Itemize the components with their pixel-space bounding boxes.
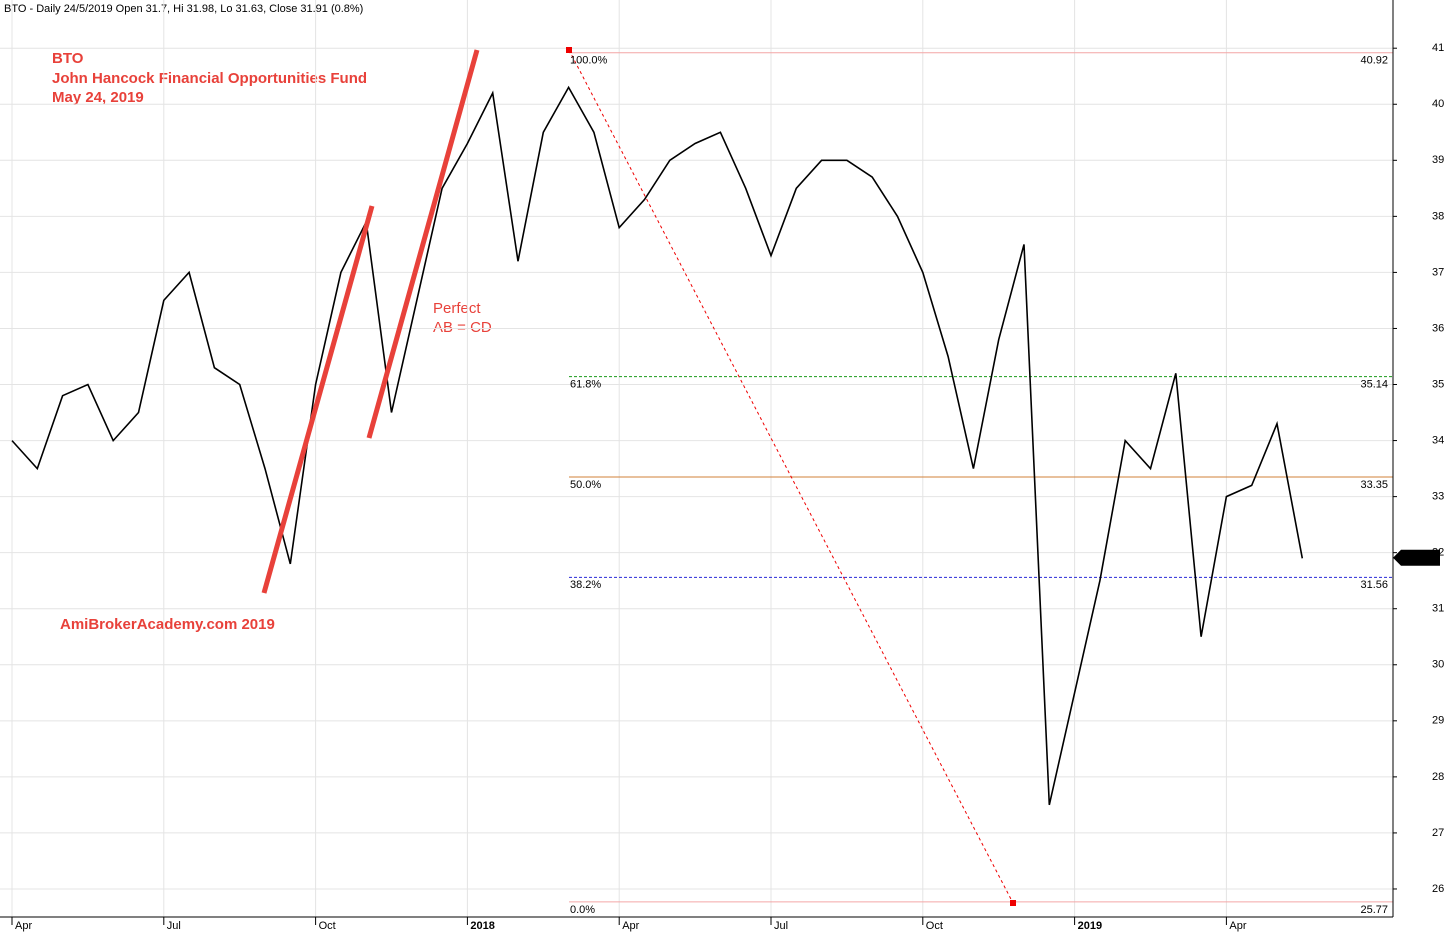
fib-label: 61.8% bbox=[570, 379, 601, 391]
fib-label: 100.0% bbox=[570, 55, 608, 67]
annotation: Perfect bbox=[433, 300, 481, 317]
x-tick-label: Jul bbox=[774, 920, 788, 932]
x-tick-label: 2019 bbox=[1078, 920, 1102, 932]
last-price-box bbox=[1393, 549, 1440, 566]
x-tick-label: 2018 bbox=[470, 920, 494, 932]
x-tick-label: Apr bbox=[622, 920, 639, 932]
annotation: AB = CD bbox=[433, 319, 492, 336]
y-tick-label: 27 bbox=[1432, 827, 1444, 839]
cd-line bbox=[366, 49, 480, 439]
annotation: BTO bbox=[52, 50, 84, 67]
y-tick-label: 31 bbox=[1432, 603, 1444, 615]
y-tick-label: 28 bbox=[1432, 771, 1444, 783]
fib-anchor bbox=[1010, 900, 1016, 906]
x-tick-label: Apr bbox=[1229, 920, 1246, 932]
fib-value: 25.77 bbox=[1360, 904, 1388, 916]
ab-line bbox=[261, 205, 375, 594]
fib-value: 35.14 bbox=[1360, 379, 1388, 391]
y-tick-label: 30 bbox=[1432, 659, 1444, 671]
fib-value: 33.35 bbox=[1360, 479, 1388, 491]
y-tick-label: 41 bbox=[1432, 42, 1444, 54]
fib-label: 38.2% bbox=[570, 579, 601, 591]
fib-label: 50.0% bbox=[570, 479, 601, 491]
fib-label: 0.0% bbox=[570, 904, 595, 916]
y-tick-label: 38 bbox=[1432, 210, 1444, 222]
fib-diagonal bbox=[568, 49, 1014, 904]
grid bbox=[0, 0, 1393, 917]
y-tick-label: 36 bbox=[1432, 322, 1444, 334]
y-tick-label: 34 bbox=[1432, 434, 1444, 446]
y-tick-label: 40 bbox=[1432, 98, 1444, 110]
last-price-label: 31.91 bbox=[1403, 552, 1431, 564]
chart-title: BTO - Daily 24/5/2019 Open 31.7, Hi 31.9… bbox=[4, 3, 363, 15]
y-tick-label: 39 bbox=[1432, 154, 1444, 166]
x-tick-label: Oct bbox=[319, 920, 336, 932]
y-tick-label: 33 bbox=[1432, 491, 1444, 503]
x-tick-label: Jul bbox=[167, 920, 181, 932]
x-tick-label: Oct bbox=[926, 920, 943, 932]
fib-value: 31.56 bbox=[1360, 579, 1388, 591]
y-tick-label: 35 bbox=[1432, 378, 1444, 390]
y-tick-label: 29 bbox=[1432, 715, 1444, 727]
x-tick-label: Apr bbox=[15, 920, 32, 932]
annotation: John Hancock Financial Opportunities Fun… bbox=[52, 70, 367, 87]
fib-value: 40.92 bbox=[1360, 55, 1388, 67]
annotation: AmiBrokerAcademy.com 2019 bbox=[60, 616, 275, 633]
plot bbox=[11, 85, 1304, 806]
y-tick-label: 37 bbox=[1432, 266, 1444, 278]
price-line bbox=[11, 85, 1304, 806]
fib-anchor bbox=[566, 47, 572, 53]
annotation: May 24, 2019 bbox=[52, 89, 144, 106]
y-tick-label: 26 bbox=[1432, 883, 1444, 895]
